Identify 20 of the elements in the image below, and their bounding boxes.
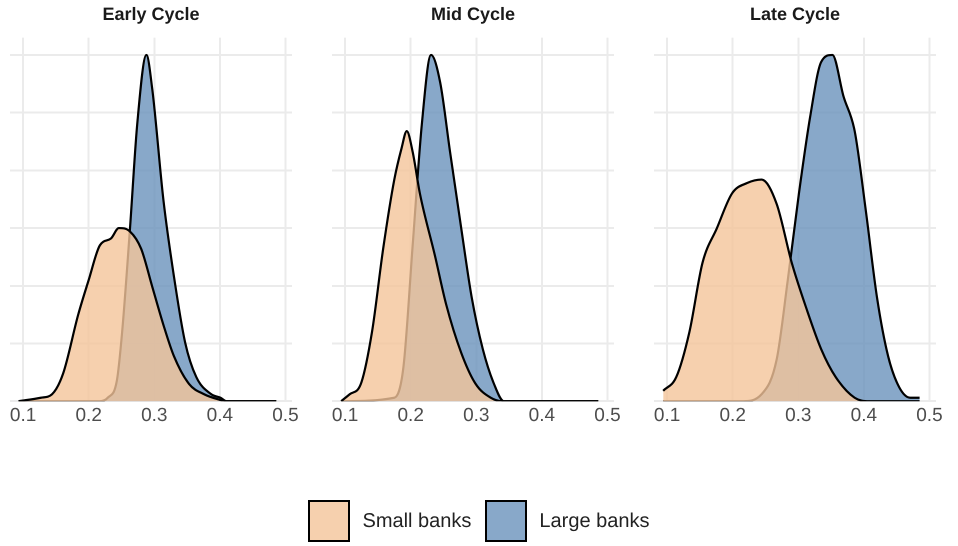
x-tick-label: 0.2: [75, 404, 102, 426]
x-tick-label: 0.4: [206, 404, 234, 426]
x-tick-label: 0.5: [594, 404, 621, 426]
x-tick-label: 0.1: [654, 404, 680, 426]
chart-title: Early Cycle: [102, 4, 200, 24]
x-tick-label: 0.5: [272, 404, 299, 426]
x-tick-label: 0.3: [463, 404, 490, 426]
chart-title: Mid Cycle: [430, 4, 516, 24]
x-tick-label: 0.2: [397, 404, 424, 426]
x-tick-label: 0.2: [719, 404, 746, 426]
x-tick-label: 0.3: [141, 404, 168, 426]
x-tick-label: 0.1: [332, 404, 358, 426]
x-tick-label: 0.1: [10, 404, 36, 426]
x-tick-label: 0.5: [916, 404, 943, 426]
x-tick-label: 0.4: [528, 404, 556, 426]
x-tick-label: 0.4: [850, 404, 878, 426]
x-tick-label: 0.3: [785, 404, 812, 426]
legend-label: Small banks: [362, 510, 472, 532]
chart-title: Late Cycle: [750, 4, 840, 24]
legend-label: Large banks: [539, 510, 650, 532]
